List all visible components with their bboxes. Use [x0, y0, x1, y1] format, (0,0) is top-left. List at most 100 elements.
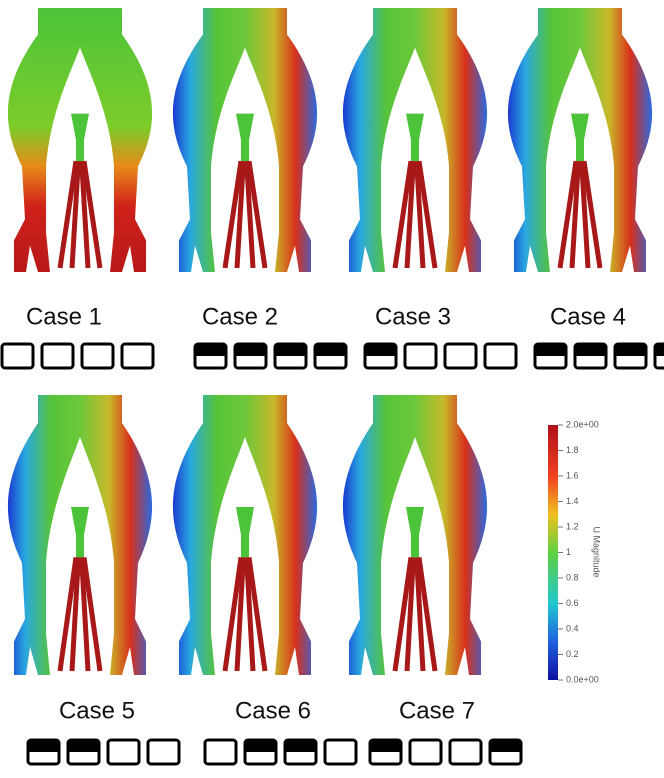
branch	[246, 160, 268, 269]
valve-box	[80, 342, 115, 370]
colorbar-tick-label: 1.6	[566, 470, 579, 480]
valve-fill	[615, 344, 646, 356]
valve-fill	[235, 344, 266, 356]
branch	[416, 160, 438, 269]
flow-field	[7, 395, 153, 675]
valve-fill	[245, 740, 276, 752]
branch	[557, 160, 579, 269]
case-label: Case 1	[26, 303, 102, 330]
branch	[244, 160, 256, 269]
inner-stem	[406, 113, 424, 162]
valve-box	[408, 738, 443, 766]
valve-fill	[370, 740, 401, 752]
valve-fill	[535, 344, 566, 356]
vessel	[507, 8, 653, 272]
valve-box	[443, 342, 478, 370]
valve-box	[203, 738, 238, 766]
valve-box	[448, 738, 483, 766]
colorbar-tick-label: 0.4	[566, 623, 579, 633]
valve-box	[146, 738, 181, 766]
branch	[57, 557, 79, 672]
valve-fill	[28, 740, 59, 752]
vessel	[342, 8, 488, 272]
inner-stem	[236, 113, 254, 162]
valve-fill	[490, 740, 521, 752]
flow-field	[342, 8, 488, 272]
vessel	[7, 395, 153, 675]
branch	[414, 160, 426, 269]
branch	[79, 557, 91, 672]
branch	[392, 160, 414, 269]
branch	[79, 160, 91, 269]
vessel	[342, 395, 488, 675]
branch	[81, 557, 103, 672]
inner-stem	[71, 507, 89, 558]
colorbar-tick-label: 0.8	[566, 572, 579, 582]
valve-fill	[195, 344, 226, 356]
branch	[57, 160, 79, 269]
branch	[69, 160, 81, 269]
branch	[414, 557, 426, 672]
valve-fill	[275, 344, 306, 356]
colorbar-title: U Magnitude	[592, 526, 602, 577]
branch	[416, 557, 438, 672]
branch	[81, 160, 103, 269]
vessel	[172, 8, 318, 272]
colorbar-tick-label: 1	[566, 547, 571, 557]
flow-field	[172, 8, 318, 272]
flow-field	[7, 8, 153, 272]
valve-fill	[655, 344, 664, 356]
colorbar-gradient	[548, 425, 558, 680]
valve-box	[106, 738, 141, 766]
branch	[234, 160, 246, 269]
colorbar-tick-label: 1.8	[566, 445, 579, 455]
branch	[404, 160, 416, 269]
branch	[69, 557, 81, 672]
branch	[222, 160, 244, 269]
colorbar-tick-label: 0.2	[566, 649, 579, 659]
valve-box	[40, 342, 75, 370]
vessel	[7, 8, 153, 272]
inner-stem	[406, 507, 424, 558]
colorbar-tick-label: 1.2	[566, 521, 579, 531]
colorbar: U Magnitude 2.0e+00 1.8 1.6 1.4 1.2 1 0.8 0.6 0.…	[548, 419, 602, 684]
flow-field	[172, 395, 318, 675]
branch	[246, 557, 268, 672]
colorbar-tick-label: 2.0e+00	[566, 419, 599, 429]
valve-box	[403, 342, 438, 370]
valve-fill	[315, 344, 346, 356]
inner-stem	[71, 113, 89, 162]
case-label: Case 3	[375, 303, 451, 330]
colorbar-tick-label: 0.0e+00	[566, 674, 599, 684]
branch	[222, 557, 244, 672]
case-label: Case 7	[399, 697, 475, 724]
colorbar-tick-label: 0.6	[566, 598, 579, 608]
valve-fill	[365, 344, 396, 356]
valve-fill	[285, 740, 316, 752]
branch	[579, 160, 591, 269]
valve-box	[0, 342, 35, 370]
case-label: Case 5	[59, 697, 135, 724]
branch	[569, 160, 581, 269]
inner-stem	[571, 113, 589, 162]
branch	[581, 160, 603, 269]
branch	[404, 557, 416, 672]
valve-box	[483, 342, 518, 370]
case-label: Case 2	[202, 303, 278, 330]
valve-box	[323, 738, 358, 766]
simulations	[7, 8, 653, 675]
flow-field	[507, 8, 653, 272]
inner-stem	[236, 507, 254, 558]
valve-fill	[68, 740, 99, 752]
case-label: Case 4	[550, 303, 626, 330]
valve-fill	[575, 344, 606, 356]
branch	[244, 557, 256, 672]
cases: Case 1 Case 2 Case 3 Case 4 Case 5 Case 6 Case…	[0, 303, 664, 766]
branch	[234, 557, 246, 672]
valve-box	[120, 342, 155, 370]
vessel	[172, 395, 318, 675]
branch	[392, 557, 414, 672]
case-label: Case 6	[235, 697, 311, 724]
colorbar-tick-label: 1.4	[566, 496, 579, 506]
